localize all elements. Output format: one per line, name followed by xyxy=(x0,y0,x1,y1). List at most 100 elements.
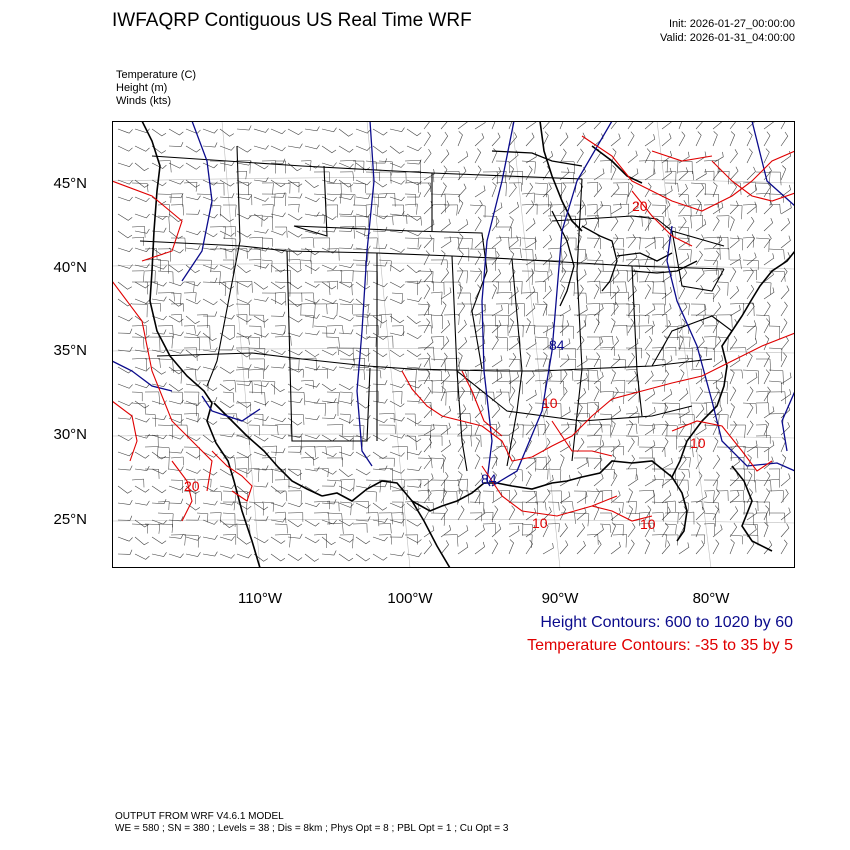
wind-barb xyxy=(576,132,586,147)
county-line xyxy=(313,500,330,510)
county-line xyxy=(573,379,590,391)
wind-barb xyxy=(304,162,320,169)
county-line xyxy=(626,380,640,393)
wind-barb xyxy=(219,519,234,528)
wind-barb xyxy=(134,553,150,560)
wind-barb xyxy=(491,372,503,385)
wind-barb xyxy=(593,267,602,283)
county-line xyxy=(223,204,237,217)
county-line xyxy=(157,215,170,231)
wind-barb xyxy=(525,318,531,334)
wind-barb xyxy=(304,382,320,388)
county-line xyxy=(404,380,416,396)
wind-barb xyxy=(304,502,320,508)
county-line xyxy=(677,170,694,181)
county-line xyxy=(599,346,615,356)
county-line xyxy=(235,193,253,206)
county-line xyxy=(196,193,213,208)
wind-barb xyxy=(491,182,497,198)
county-line xyxy=(638,160,655,175)
county-line xyxy=(690,204,702,216)
wind-barb xyxy=(763,234,772,249)
wind-barb xyxy=(525,236,537,249)
wind-barbs xyxy=(117,121,792,562)
wind-barb xyxy=(219,145,235,151)
county-line xyxy=(482,490,494,502)
wind-barb xyxy=(593,133,604,147)
county-line xyxy=(417,358,431,371)
wind-barb xyxy=(763,318,770,334)
wind-barb xyxy=(508,183,517,198)
wind-barb xyxy=(542,131,549,147)
county-line xyxy=(287,468,302,481)
wind-barb xyxy=(457,267,464,283)
wind-barb xyxy=(287,298,302,307)
wind-barb xyxy=(440,525,452,538)
wind-barb xyxy=(287,143,303,149)
wind-barb xyxy=(780,336,789,351)
wind-barb xyxy=(423,540,433,555)
wind-barb xyxy=(593,440,605,453)
wind-barb xyxy=(644,121,655,130)
county-line xyxy=(495,236,510,250)
county-line xyxy=(677,325,690,334)
wind-barb xyxy=(151,415,167,421)
county-line xyxy=(157,325,174,339)
county-line xyxy=(729,456,745,469)
county-line xyxy=(651,534,667,548)
wind-barb xyxy=(389,228,405,233)
county-line xyxy=(313,533,327,549)
county-line xyxy=(716,236,729,250)
wind-barb xyxy=(661,319,672,334)
wind-barb xyxy=(576,335,585,351)
county-line xyxy=(586,259,604,272)
county-line xyxy=(235,314,248,325)
county-line xyxy=(209,204,222,217)
county-line xyxy=(157,335,173,349)
county-line xyxy=(430,259,449,269)
county-line xyxy=(521,160,536,174)
wind-barb xyxy=(559,182,567,198)
county-line xyxy=(274,534,291,548)
wind-barb xyxy=(457,352,463,368)
wind-barb xyxy=(151,264,167,270)
wind-barb xyxy=(287,264,303,273)
county-line xyxy=(183,368,197,382)
county-line xyxy=(131,270,145,282)
wind-barb xyxy=(457,505,465,521)
wind-barb xyxy=(304,553,319,562)
wind-barb xyxy=(321,481,337,487)
county-line xyxy=(742,534,759,546)
county-line xyxy=(131,236,144,246)
wind-barb xyxy=(389,518,405,524)
wind-barb xyxy=(219,179,235,187)
county-line xyxy=(664,336,681,350)
county-line xyxy=(131,303,148,318)
county-line xyxy=(431,435,443,446)
county-line xyxy=(742,237,755,248)
wind-barb xyxy=(321,162,337,167)
county-line xyxy=(352,314,369,327)
county-line xyxy=(456,270,468,284)
county-line xyxy=(261,380,276,395)
wind-barb xyxy=(151,128,167,137)
county-line xyxy=(665,435,677,450)
wind-barb xyxy=(202,196,218,202)
county-line xyxy=(547,380,565,396)
wind-barb xyxy=(219,400,235,408)
county-line xyxy=(573,248,587,259)
county-line xyxy=(443,171,460,180)
wind-barb xyxy=(253,482,269,488)
wind-barb xyxy=(117,247,133,253)
wind-barb xyxy=(661,250,670,266)
wind-barb xyxy=(542,285,552,300)
county-line xyxy=(131,358,148,371)
county-line xyxy=(417,490,430,502)
county-line xyxy=(768,171,782,186)
wind-barb xyxy=(219,298,234,308)
county-line xyxy=(729,500,745,515)
wind-barb xyxy=(270,502,286,507)
county-line xyxy=(339,171,355,181)
county-line xyxy=(677,358,694,370)
wind-barb xyxy=(389,281,405,288)
